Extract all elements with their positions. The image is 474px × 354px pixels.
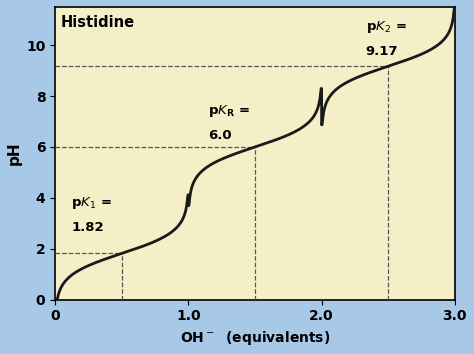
Y-axis label: pH: pH (7, 142, 22, 165)
Text: p$K_\mathregular{R}$ =: p$K_\mathregular{R}$ = (209, 103, 250, 119)
Text: 1.82: 1.82 (71, 221, 104, 234)
Text: Histidine: Histidine (61, 15, 135, 30)
Text: p$K_2$ =: p$K_2$ = (365, 19, 406, 35)
Text: 6.0: 6.0 (209, 129, 232, 142)
Text: p$K_1$ =: p$K_1$ = (71, 195, 112, 211)
X-axis label: OH$^-$  (equivalents): OH$^-$ (equivalents) (180, 329, 330, 347)
Text: 9.17: 9.17 (365, 45, 398, 58)
